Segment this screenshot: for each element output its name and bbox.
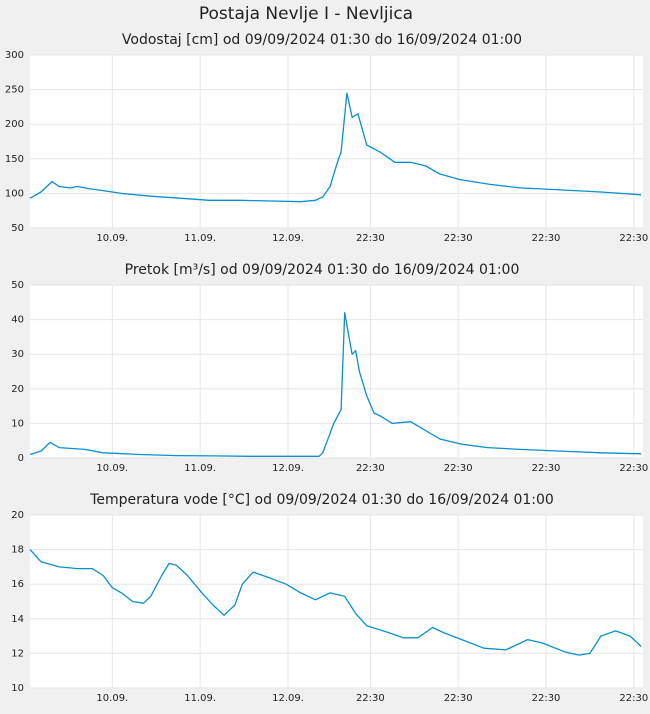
y-tick-label: 20 — [11, 510, 24, 521]
y-tick-label: 0 — [18, 453, 24, 464]
x-tick-label: 11.09. — [184, 693, 216, 704]
x-tick-label: 22:30 — [532, 233, 561, 244]
y-tick-label: 200 — [5, 119, 24, 130]
y-tick-label: 40 — [11, 315, 24, 326]
x-tick-label: 10.09. — [96, 463, 128, 474]
x-tick-label: 22:30 — [444, 233, 473, 244]
chart-title: Pretok [m³/s] od 09/09/2024 01:30 do 16/… — [125, 262, 520, 278]
y-tick-label: 10 — [11, 683, 24, 694]
x-tick-label: 22:30 — [532, 463, 561, 474]
x-tick-label: 22:30 — [619, 463, 648, 474]
chart-title: Vodostaj [cm] od 09/09/2024 01:30 do 16/… — [122, 32, 522, 48]
x-tick-label: 22:30 — [444, 463, 473, 474]
x-tick-label: 22:30 — [532, 693, 561, 704]
x-tick-label: 22:30 — [619, 693, 648, 704]
x-tick-label: 12.09. — [272, 463, 304, 474]
y-tick-label: 16 — [11, 579, 24, 590]
x-tick-label: 12.09. — [272, 693, 304, 704]
y-tick-label: 20 — [11, 384, 24, 395]
x-tick-label: 22:30 — [444, 693, 473, 704]
plot-area — [30, 55, 643, 228]
y-tick-label: 300 — [5, 50, 24, 61]
x-tick-label: 22:30 — [619, 233, 648, 244]
data-line — [29, 312, 642, 457]
y-tick-label: 30 — [11, 349, 24, 360]
y-tick-label: 10 — [11, 418, 24, 429]
y-tick-label: 50 — [11, 280, 24, 291]
x-tick-label: 22:30 — [356, 233, 385, 244]
y-tick-label: 100 — [5, 188, 24, 199]
y-tick-label: 14 — [11, 614, 24, 625]
y-tick-label: 250 — [5, 85, 24, 96]
y-tick-label: 150 — [5, 154, 24, 165]
x-tick-label: 22:30 — [356, 463, 385, 474]
x-tick-label: 10.09. — [96, 233, 128, 244]
x-tick-label: 10.09. — [96, 693, 128, 704]
y-tick-label: 18 — [11, 545, 24, 556]
plot-area — [30, 515, 643, 688]
page-title: Postaja Nevlje I - Nevljica — [199, 4, 413, 24]
data-line — [29, 549, 642, 656]
y-tick-label: 12 — [11, 648, 24, 659]
x-tick-label: 11.09. — [184, 233, 216, 244]
x-tick-label: 22:30 — [356, 693, 385, 704]
y-tick-label: 50 — [11, 223, 24, 234]
data-line — [29, 92, 642, 203]
x-tick-label: 11.09. — [184, 463, 216, 474]
plot-area — [30, 285, 643, 458]
x-tick-label: 12.09. — [272, 233, 304, 244]
chart-title: Temperatura vode [°C] od 09/09/2024 01:3… — [89, 492, 554, 508]
